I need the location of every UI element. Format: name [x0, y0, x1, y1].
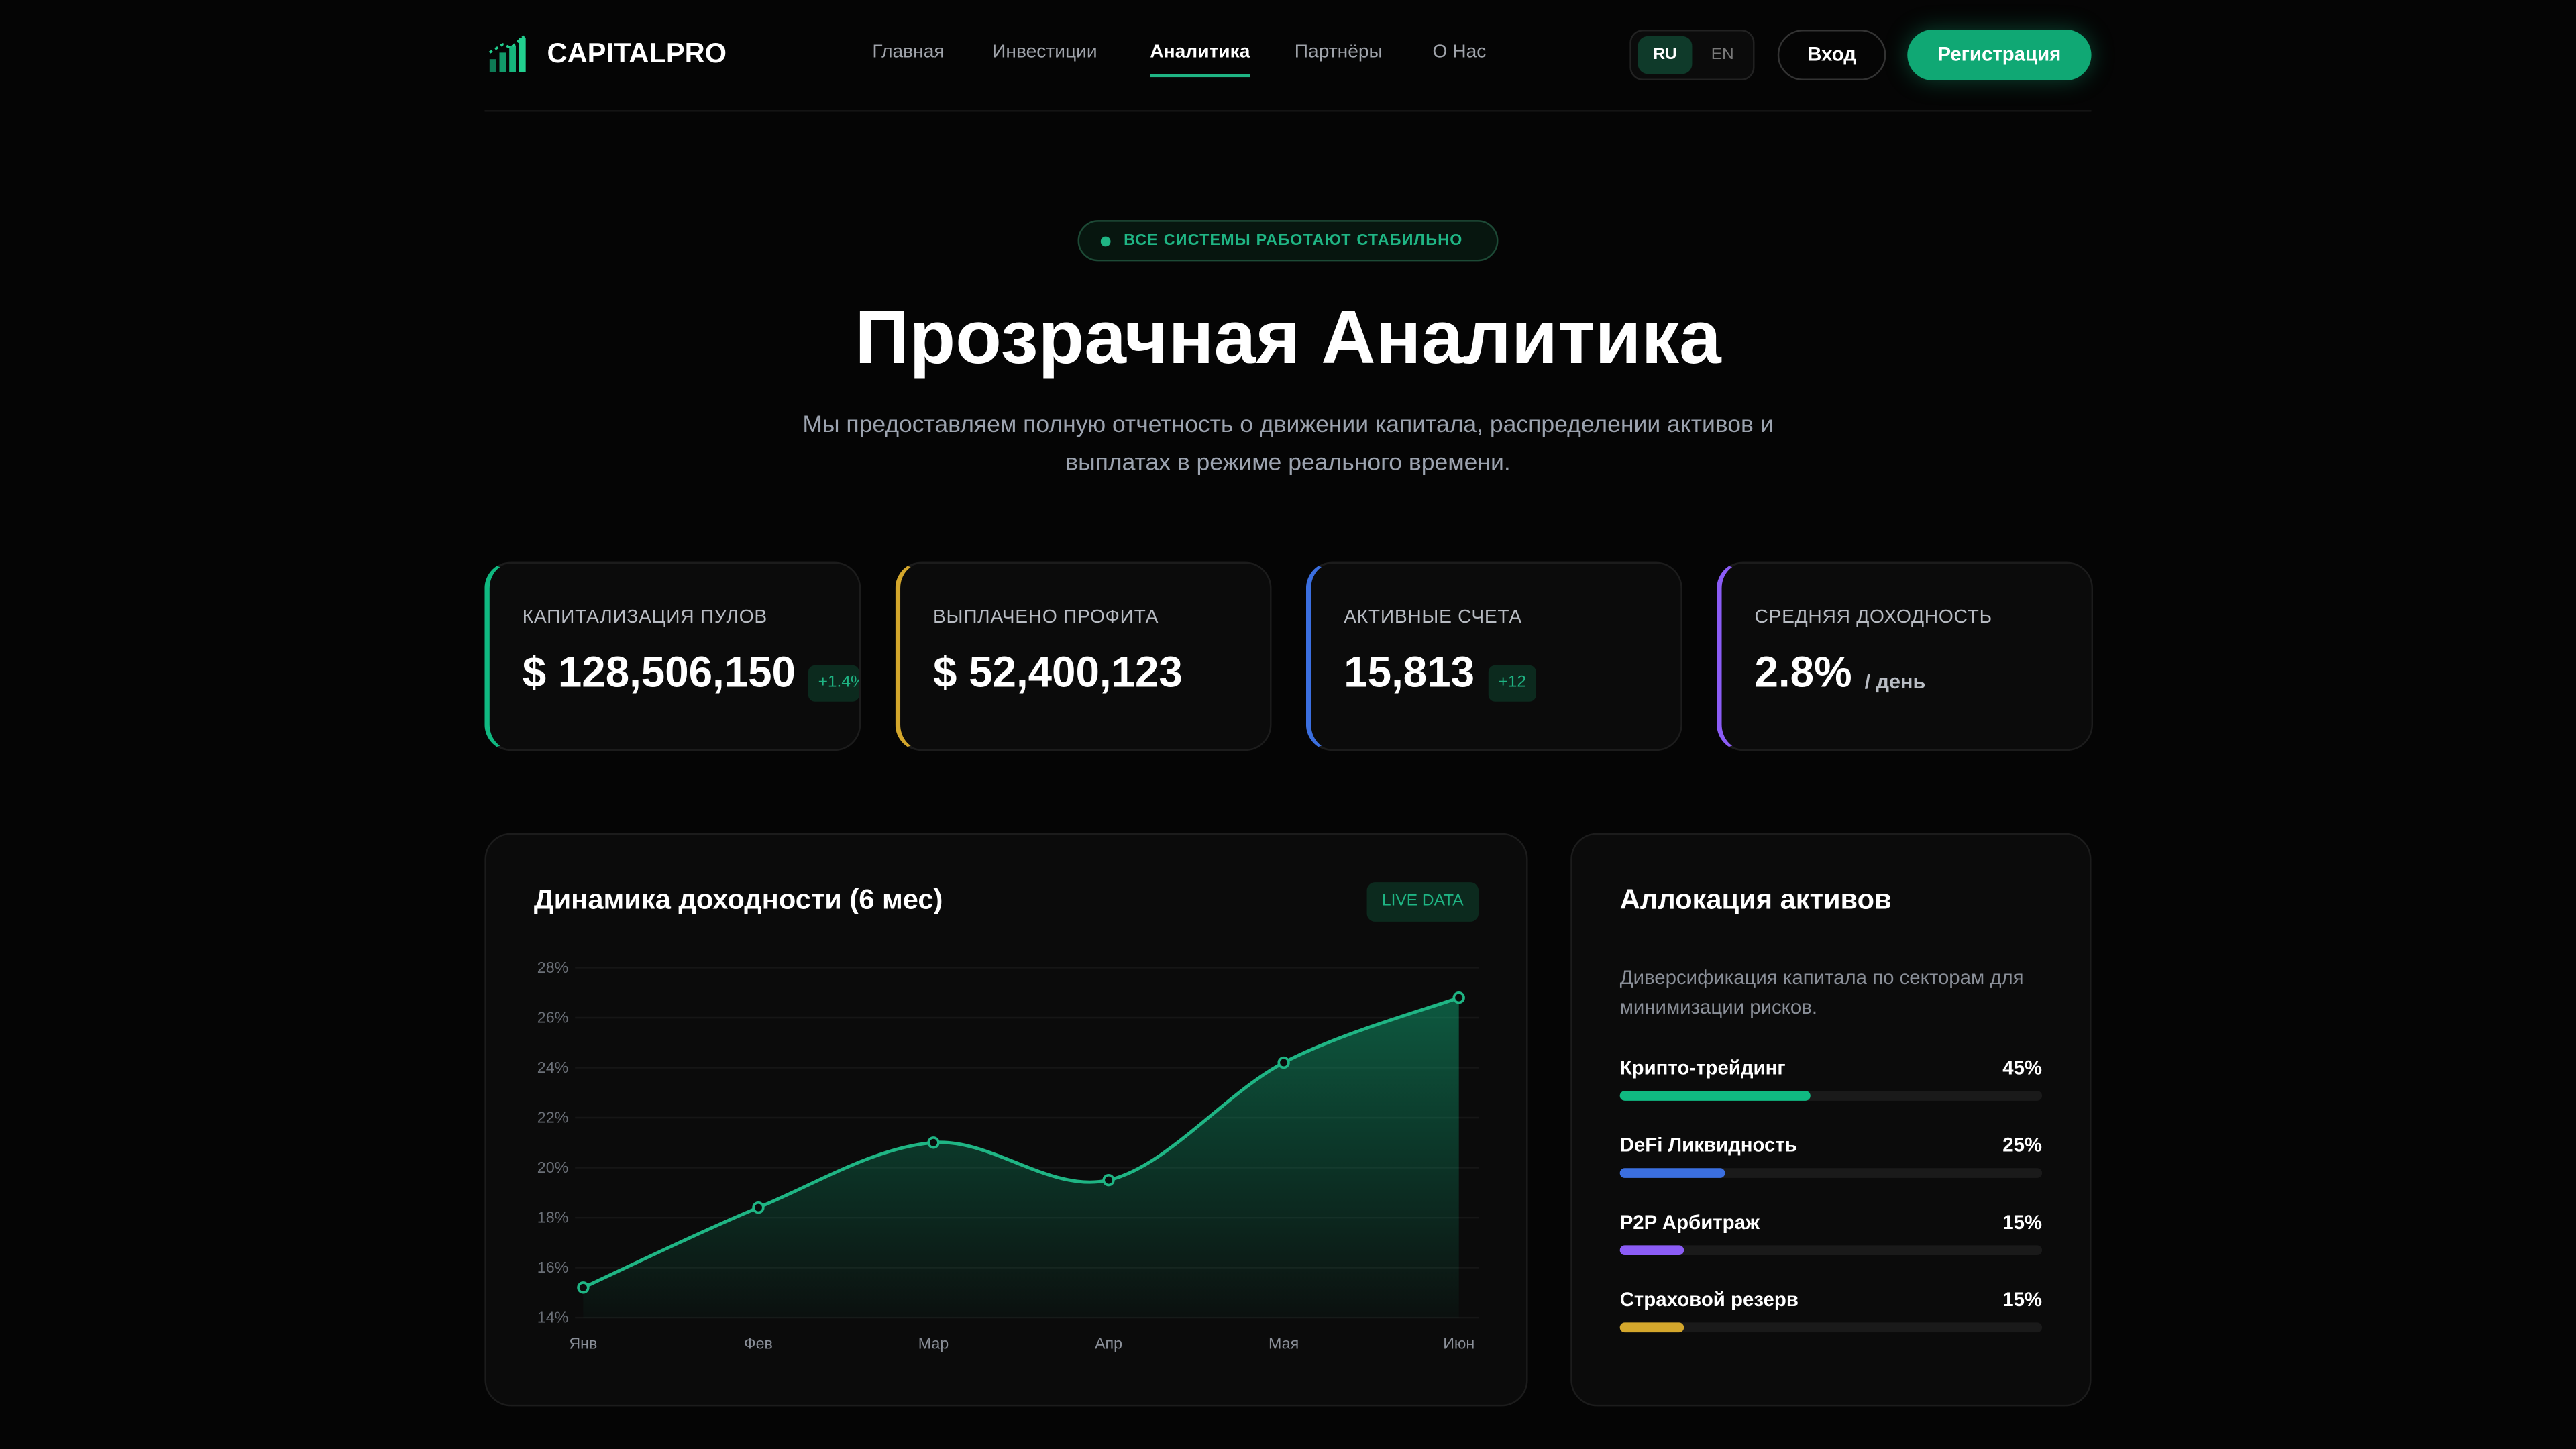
y-tick-label: 14% [537, 1308, 569, 1326]
lang-en[interactable]: EN [1711, 46, 1734, 64]
y-tick-label: 24% [537, 1059, 569, 1076]
y-tick-label: 16% [537, 1258, 569, 1276]
x-tick-label: Июн [1443, 1335, 1474, 1352]
point [1102, 1173, 1115, 1187]
point [577, 1281, 590, 1294]
hero-title: Прозрачная Аналитика [855, 294, 1721, 380]
allocation-name: DeFi Ликвидность [1619, 1133, 1797, 1157]
stat-value: $ 52,400,123 [933, 647, 1183, 697]
stat-card [1305, 561, 1682, 751]
allocation-percent: 25% [2002, 1133, 2043, 1157]
nav-link[interactable]: О Нас [1432, 42, 1487, 63]
allocation-track [1619, 1322, 2043, 1333]
nav-link[interactable]: Главная [872, 42, 945, 63]
logo-icon [488, 35, 526, 72]
stat-label: КАПИТАЛИЗАЦИЯ ПУЛОВ [522, 608, 767, 628]
allocation-card [1570, 833, 2092, 1407]
stat-label: АКТИВНЫЕ СЧЕТА [1344, 608, 1522, 628]
x-tick-label: Янв [569, 1335, 597, 1352]
status-dot [1100, 236, 1111, 247]
y-tick-label: 20% [537, 1159, 569, 1176]
lang-ru[interactable]: RU [1638, 36, 1693, 74]
stat-badge: +1.4% [808, 665, 859, 702]
allocation-name: Крипто-трейдинг [1619, 1056, 1786, 1079]
point [927, 1136, 940, 1149]
allocation-name: Страховой резерв [1619, 1288, 1799, 1311]
area [583, 998, 1459, 1318]
nav-link[interactable]: Партнёры [1294, 42, 1383, 63]
status-text: ВСЕ СИСТЕМЫ РАБОТАЮТ СТАБИЛЬНО [1124, 231, 1463, 250]
stat-label: СРЕДНЯЯ ДОХОДНОСТЬ [1754, 608, 1992, 628]
x-tick-label: Мар [918, 1335, 949, 1352]
line [582, 996, 1460, 1289]
live-badge: LIVE DATA [1366, 882, 1479, 922]
allocation-title: Аллокация активов [1619, 883, 1892, 916]
y-tick-label: 22% [537, 1108, 569, 1126]
stat-value: 15,813 [1344, 647, 1475, 697]
allocation-percent: 45% [2002, 1056, 2043, 1079]
point [1452, 991, 1465, 1004]
nav-link[interactable]: Аналитика [1150, 42, 1250, 63]
y-tick-label: 28% [537, 959, 569, 976]
register-button[interactable]: Регистрация [1907, 30, 2092, 80]
nav-active-underline [1150, 74, 1250, 78]
allocation-percent: 15% [2002, 1210, 2043, 1234]
chart-title: Динамика доходности (6 мес) [533, 883, 943, 916]
x-tick-label: Мая [1269, 1335, 1299, 1352]
allocation-description: Диверсификация капитала по секторам для … [1619, 966, 2024, 1019]
stat-card [895, 561, 1272, 751]
stat-badge: +12 [1488, 665, 1536, 702]
allocation-track [1619, 1245, 2043, 1256]
point [1277, 1056, 1290, 1069]
stat-value: $ 128,506,150 [522, 647, 796, 697]
allocation-bar [1619, 1168, 1726, 1178]
stat-value: 2.8% [1754, 647, 1852, 697]
allocation-bar [1619, 1322, 1684, 1333]
y-tick-label: 18% [537, 1208, 569, 1226]
x-tick-label: Фев [744, 1335, 773, 1352]
stat-suffix: / день [1864, 670, 1926, 694]
allocation-bar [1619, 1091, 1810, 1101]
header-divider [484, 110, 2092, 112]
stat-card [1717, 561, 2093, 751]
stat-label: ВЫПЛАЧЕНО ПРОФИТА [933, 608, 1159, 628]
brand[interactable]: CAPITALPRO [547, 38, 727, 69]
y-tick-label: 26% [537, 1008, 569, 1026]
nav-link[interactable]: Инвестиции [992, 42, 1097, 63]
login-button[interactable]: Вход [1777, 30, 1886, 80]
allocation-bar [1619, 1245, 1684, 1256]
hero-subtitle: Мы предоставляем полную отчетность о дви… [802, 412, 1774, 477]
allocation-track [1619, 1168, 2043, 1178]
allocation-name: P2P Арбитраж [1619, 1210, 1760, 1234]
allocation-percent: 15% [2002, 1288, 2043, 1311]
point [752, 1201, 765, 1214]
x-tick-label: Апр [1095, 1335, 1122, 1352]
status-badge: ВСЕ СИСТЕМЫ РАБОТАЮТ СТАБИЛЬНО [1077, 220, 1499, 262]
stat-card [484, 561, 861, 751]
